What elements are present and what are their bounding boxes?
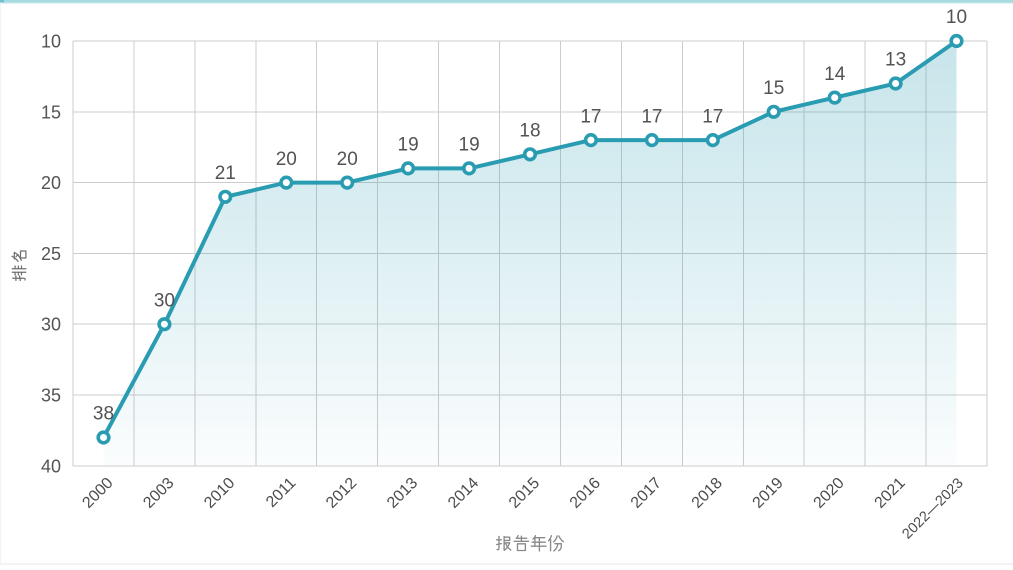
svg-text:30: 30 <box>154 290 175 311</box>
svg-text:20: 20 <box>276 149 297 170</box>
svg-text:20: 20 <box>41 173 61 193</box>
svg-text:25: 25 <box>41 244 61 264</box>
svg-text:20: 20 <box>337 149 358 170</box>
svg-text:40: 40 <box>41 456 61 476</box>
svg-text:35: 35 <box>41 386 61 406</box>
svg-text:21: 21 <box>215 163 236 184</box>
svg-text:17: 17 <box>641 106 662 127</box>
svg-text:10: 10 <box>946 7 967 28</box>
svg-text:19: 19 <box>459 135 480 156</box>
svg-text:17: 17 <box>702 106 723 127</box>
svg-text:38: 38 <box>93 404 114 425</box>
svg-text:14: 14 <box>824 64 846 85</box>
svg-text:18: 18 <box>519 121 540 142</box>
svg-text:15: 15 <box>41 102 61 122</box>
svg-text:13: 13 <box>885 50 906 71</box>
svg-text:17: 17 <box>580 106 601 127</box>
svg-text:19: 19 <box>398 135 419 156</box>
svg-text:15: 15 <box>763 78 784 99</box>
svg-text:10: 10 <box>41 32 61 52</box>
svg-text:30: 30 <box>41 315 61 335</box>
